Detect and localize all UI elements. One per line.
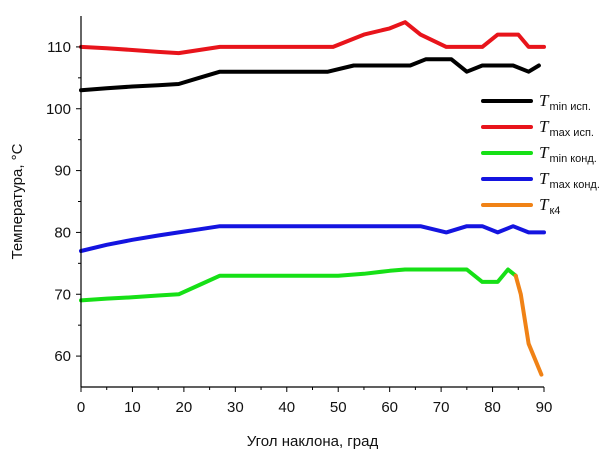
y-axis-title: Температура, °C	[9, 143, 26, 259]
y-tick-label: 60	[54, 348, 71, 365]
x-tick-label: 20	[176, 399, 193, 416]
legend-label-5: Tк4	[539, 195, 560, 217]
legend-label-3: Tmin конд.	[539, 143, 597, 165]
legend-label-2: Tmax исп.	[539, 117, 594, 139]
x-axis-title: Угол наклона, град	[247, 433, 379, 450]
x-tick-label: 80	[484, 399, 501, 416]
x-tick-label: 30	[227, 399, 244, 416]
series-line-2	[79, 20, 546, 56]
legend-label-4: Tmax конд.	[539, 169, 600, 191]
y-tick-label: 90	[54, 163, 71, 180]
y-tick-label: 110	[47, 39, 71, 56]
x-tick-label: 40	[278, 399, 295, 416]
x-tick-label: 70	[433, 399, 450, 416]
x-tick-label: 0	[77, 399, 85, 416]
x-tick-label: 50	[330, 399, 347, 416]
x-tick-label: 90	[536, 399, 553, 416]
series-line-4	[79, 224, 546, 253]
y-tick-label: 100	[46, 101, 71, 118]
legend-label-1: Tmin исп.	[539, 91, 591, 113]
x-tick-label: 60	[381, 399, 398, 416]
x-tick-label: 10	[124, 399, 141, 416]
series-line-3	[79, 267, 518, 303]
series-line-1	[79, 57, 541, 93]
y-tick-label: 80	[54, 224, 71, 241]
y-tick-label: 70	[54, 286, 71, 303]
series-line-5	[513, 273, 544, 377]
